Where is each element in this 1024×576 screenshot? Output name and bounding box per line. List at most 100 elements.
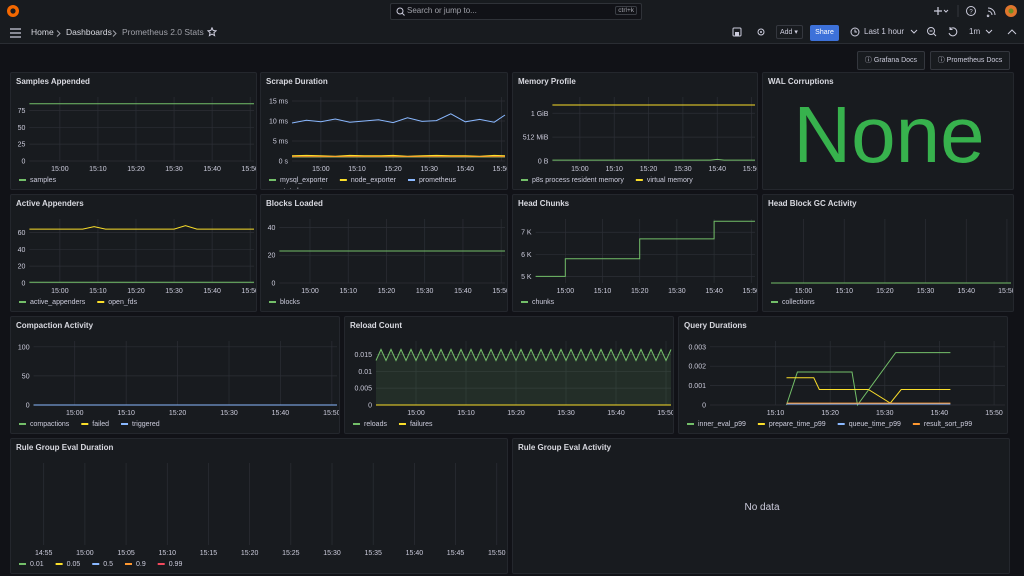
x-tick-label: 15:10 [457,410,475,417]
x-tick-label: 15:15 [200,550,218,557]
y-tick-label: 512 MiB [523,135,549,142]
legend-label: virtual memory [647,177,693,184]
x-tick-label: 15:50 [998,288,1013,295]
panel: Rule Group Eval Activity No data [512,438,1010,574]
panel: WAL Corruptions None [762,72,1014,190]
menu-icon[interactable] [10,28,22,38]
legend-swatch [521,179,528,181]
time-range[interactable]: Last 1 hour [864,27,905,36]
x-tick-label: 15:50 [241,166,256,173]
breadcrumb-separator [112,30,117,37]
series-line [535,220,755,277]
legend-label: blocks [280,299,300,306]
x-tick-label: 15:50 [493,166,507,173]
search-box[interactable]: Search or jump to... ctrl+k [390,3,642,20]
x-tick-label: 15:50 [241,288,256,295]
legend-label: samples [30,177,57,184]
top-icons[interactable]: ? [930,4,1024,18]
add-label: Add [780,29,793,36]
x-tick-label: 15:00 [51,288,69,295]
breadcrumb-dashboards[interactable]: Dashboards [66,27,112,37]
panel-body: 0 0.001 0.002 0.003 15:10 15:20 15:30 15:40 15:5… [687,341,1005,428]
legend-label: failures [410,421,433,428]
legend-swatch [353,423,360,425]
legend-label: inner_eval_p99 [698,421,746,428]
legend-swatch [124,563,132,565]
legend-swatch [339,179,347,181]
grafana-logo[interactable] [6,4,20,18]
x-tick-label: 15:30 [674,166,692,173]
refresh-interval[interactable]: 1m [969,27,981,36]
legend-swatch [19,423,26,425]
zoom-refresh-icons[interactable] [926,26,960,38]
y-tick-label: 0 [26,403,30,410]
x-tick-label: 15:40 [203,288,221,295]
search-placeholder: Search or jump to... [407,6,477,15]
y-tick-label: 0 [21,281,25,288]
legend-label: active_appenders [30,299,86,306]
y-tick-label: 25 [18,142,26,149]
panel-title: Head Block GC Activity [768,199,857,208]
panel-title: Rule Group Eval Duration [16,443,114,452]
x-tick-label: 15:20 [169,410,187,417]
x-tick-label: 15:10 [159,550,177,557]
x-tick-label: 15:40 [708,166,726,173]
y-tick-label: 60 [18,230,26,237]
legend-label: mysql_exporter [280,177,329,184]
panel: Head Chunks 5 K 6 K 7 K 15:00 15:10 15:20 15:30… [512,194,758,312]
x-tick-label: 15:20 [384,166,402,173]
panel: Samples Appended 0 25 50 75 15:00 15:10 15:20 15… [10,72,257,190]
panel: Active Appenders 0 20 40 60 15:00 15:10 15:20 15… [10,194,257,312]
x-tick-label: 15:00 [571,166,589,173]
legend-swatch [635,179,643,181]
toolbar-icons[interactable] [732,27,768,38]
x-tick-label: 15:30 [323,550,341,557]
panel-body: No data [744,502,779,513]
legend-swatch [269,301,276,303]
x-tick-label: 15:00 [301,288,319,295]
panel: Query Durations 0 0.001 0.002 0.003 15:10 15:2… [678,316,1008,434]
y-tick-label: 7 K [521,230,532,237]
legend-swatch [771,301,778,303]
legend-label: collections [782,299,815,306]
legend-label: result_sort_p99 [924,421,972,428]
shortcut-badge: ctrl+k [615,6,637,15]
x-tick-label: 15:40 [705,288,723,295]
x-tick-label: 15:20 [821,410,839,417]
panel: Reload Count 0 0.005 0.01 0.015 15:00 15:10 15:… [344,316,674,434]
breadcrumb-home[interactable]: Home [31,27,54,37]
y-tick-label: 100 [18,344,30,351]
x-tick-label: 14:55 [35,550,53,557]
x-tick-label: 15:10 [348,166,366,173]
add-button[interactable]: Add ▾ [776,25,803,39]
x-tick-label: 15:30 [876,410,894,417]
series-line [786,352,951,407]
x-tick-label: 15:20 [127,288,145,295]
y-tick-label: 0.001 [688,383,706,390]
share-button[interactable]: Share [810,25,839,41]
x-tick-label: 15:20 [127,166,145,173]
link-button[interactable]: ⓘ Prometheus Docs [930,51,1010,70]
panel-title: WAL Corruptions [768,77,834,86]
y-tick-label: 0 [702,403,706,410]
y-tick-label: 0 [368,403,372,410]
link-button[interactable]: ⓘ Grafana Docs [857,51,925,70]
x-tick-label: 15:25 [282,550,300,557]
y-tick-label: 0.015 [354,352,372,359]
collapse-icon[interactable] [1007,28,1017,36]
legend-label: 0.05 [67,561,81,568]
legend-label: compactions [30,421,70,428]
x-tick-label: 15:30 [917,288,935,295]
x-tick-label: 15:30 [420,166,438,173]
x-tick-label: 15:50 [488,550,506,557]
x-tick-label: 15:00 [407,410,425,417]
legend-swatch [157,563,165,565]
x-tick-label: 15:50 [492,288,507,295]
x-tick-label: 15:10 [89,288,107,295]
link-label: Prometheus Docs [946,57,1003,64]
x-tick-label: 15:30 [416,288,434,295]
top-bar: Search or jump to... ctrl+k ? [0,0,1024,23]
x-tick-label: 15:30 [165,288,183,295]
panel-title: Head Chunks [518,199,570,208]
star-icon[interactable] [207,27,217,37]
